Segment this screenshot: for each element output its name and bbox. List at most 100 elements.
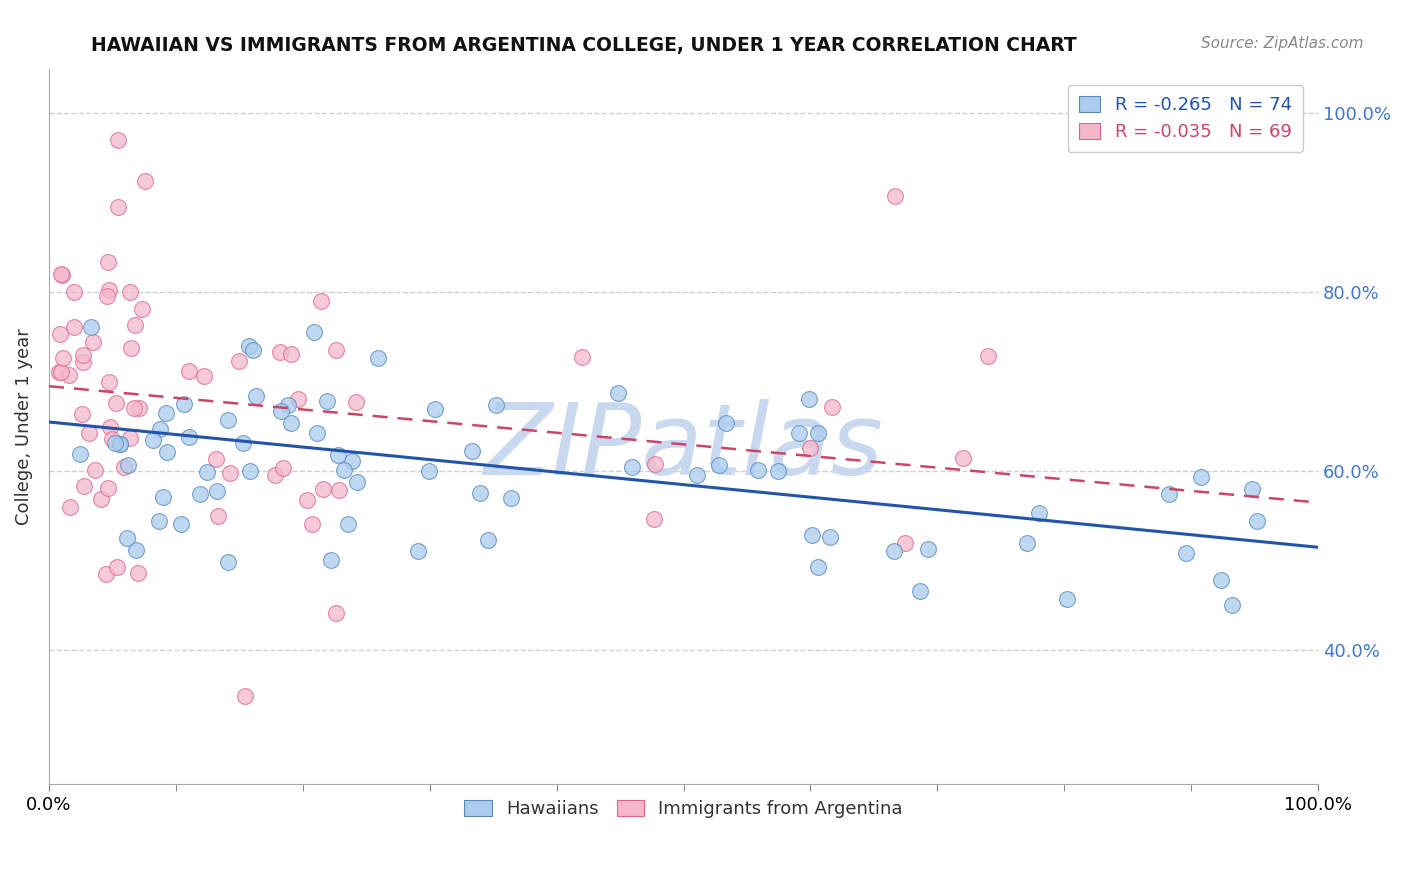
Point — [238, 339, 260, 353]
Point — [72, 407, 94, 421]
Point — [917, 542, 939, 557]
Point — [312, 482, 335, 496]
Point — [59, 500, 82, 515]
Point — [177, 364, 200, 378]
Point — [48, 366, 70, 380]
Point — [233, 689, 256, 703]
Point — [142, 433, 165, 447]
Text: Source: ZipAtlas.com: Source: ZipAtlas.com — [1201, 36, 1364, 51]
Point — [799, 441, 821, 455]
Point — [58, 368, 80, 383]
Point — [101, 432, 124, 446]
Point — [127, 566, 149, 581]
Point — [571, 350, 593, 364]
Point — [149, 422, 172, 436]
Point — [120, 431, 142, 445]
Point — [228, 354, 250, 368]
Point — [108, 436, 131, 450]
Point — [155, 406, 177, 420]
Point — [96, 289, 118, 303]
Point — [232, 436, 254, 450]
Point — [269, 344, 291, 359]
Point — [620, 460, 643, 475]
Point — [69, 447, 91, 461]
Point — [1222, 598, 1244, 612]
Point — [470, 486, 492, 500]
Point — [173, 397, 195, 411]
Point — [134, 174, 156, 188]
Point — [807, 560, 830, 574]
Point — [325, 606, 347, 620]
Point — [117, 531, 139, 545]
Point — [644, 458, 666, 472]
Point — [52, 351, 75, 365]
Point — [107, 560, 129, 574]
Point — [1174, 546, 1197, 560]
Point — [124, 401, 146, 415]
Point — [1211, 573, 1233, 587]
Point — [280, 346, 302, 360]
Point — [1241, 482, 1264, 496]
Point — [156, 445, 179, 459]
Point — [883, 543, 905, 558]
Point — [94, 566, 117, 581]
Point — [277, 398, 299, 412]
Point — [63, 285, 86, 300]
Point — [768, 464, 790, 478]
Point — [894, 536, 917, 550]
Point — [716, 416, 738, 430]
Point — [239, 464, 262, 478]
Point — [273, 460, 295, 475]
Point — [131, 302, 153, 317]
Point — [190, 487, 212, 501]
Point — [104, 435, 127, 450]
Point — [346, 475, 368, 489]
Point — [607, 386, 630, 401]
Point — [148, 514, 170, 528]
Point — [821, 400, 844, 414]
Point — [73, 479, 96, 493]
Point — [1157, 487, 1180, 501]
Point — [709, 458, 731, 472]
Point — [120, 341, 142, 355]
Point — [332, 463, 354, 477]
Point — [499, 491, 522, 505]
Point — [205, 484, 228, 499]
Point — [302, 325, 325, 339]
Point — [264, 468, 287, 483]
Point — [326, 448, 349, 462]
Point — [117, 458, 139, 472]
Point — [98, 375, 121, 389]
Point — [124, 318, 146, 332]
Point — [72, 348, 94, 362]
Point — [207, 509, 229, 524]
Point — [197, 465, 219, 479]
Point — [170, 517, 193, 532]
Point — [107, 200, 129, 214]
Point — [219, 466, 242, 480]
Point — [747, 463, 769, 477]
Point — [344, 395, 367, 409]
Point — [789, 426, 811, 441]
Legend: Hawaiians, Immigrants from Argentina: Hawaiians, Immigrants from Argentina — [457, 793, 910, 825]
Point — [977, 349, 1000, 363]
Point — [105, 396, 128, 410]
Point — [242, 343, 264, 358]
Point — [1189, 470, 1212, 484]
Point — [340, 453, 363, 467]
Point — [49, 267, 72, 281]
Point — [908, 584, 931, 599]
Point — [807, 426, 830, 441]
Point — [307, 426, 329, 441]
Point — [62, 320, 84, 334]
Point — [319, 553, 342, 567]
Point — [800, 528, 823, 542]
Point — [477, 533, 499, 548]
Point — [337, 516, 360, 531]
Point — [97, 255, 120, 269]
Point — [51, 268, 73, 282]
Point — [97, 283, 120, 297]
Y-axis label: College, Under 1 year: College, Under 1 year — [15, 328, 32, 524]
Point — [79, 425, 101, 440]
Point — [301, 517, 323, 532]
